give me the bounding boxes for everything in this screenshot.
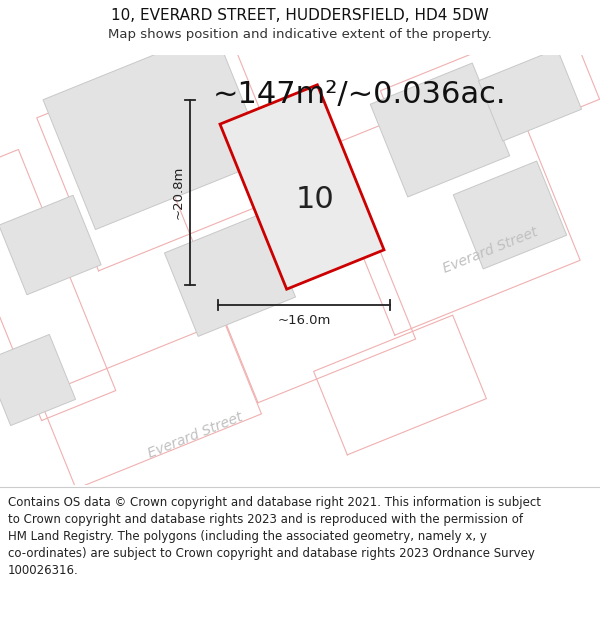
Polygon shape (478, 49, 581, 141)
Polygon shape (164, 214, 296, 336)
Text: Map shows position and indicative extent of the property.: Map shows position and indicative extent… (108, 28, 492, 41)
Text: Contains OS data © Crown copyright and database right 2021. This information is : Contains OS data © Crown copyright and d… (8, 496, 541, 578)
Text: Everard Street: Everard Street (440, 224, 539, 276)
Polygon shape (370, 63, 510, 197)
Polygon shape (453, 161, 567, 269)
Text: 10: 10 (296, 186, 334, 214)
Text: Everard Street: Everard Street (145, 409, 245, 461)
Polygon shape (220, 85, 384, 289)
Text: ~16.0m: ~16.0m (277, 314, 331, 328)
Text: ~20.8m: ~20.8m (172, 166, 185, 219)
Polygon shape (43, 31, 267, 229)
Polygon shape (0, 195, 101, 295)
Polygon shape (0, 334, 76, 426)
Text: 10, EVERARD STREET, HUDDERSFIELD, HD4 5DW: 10, EVERARD STREET, HUDDERSFIELD, HD4 5D… (111, 8, 489, 23)
Text: ~147m²/~0.036ac.: ~147m²/~0.036ac. (213, 81, 507, 109)
